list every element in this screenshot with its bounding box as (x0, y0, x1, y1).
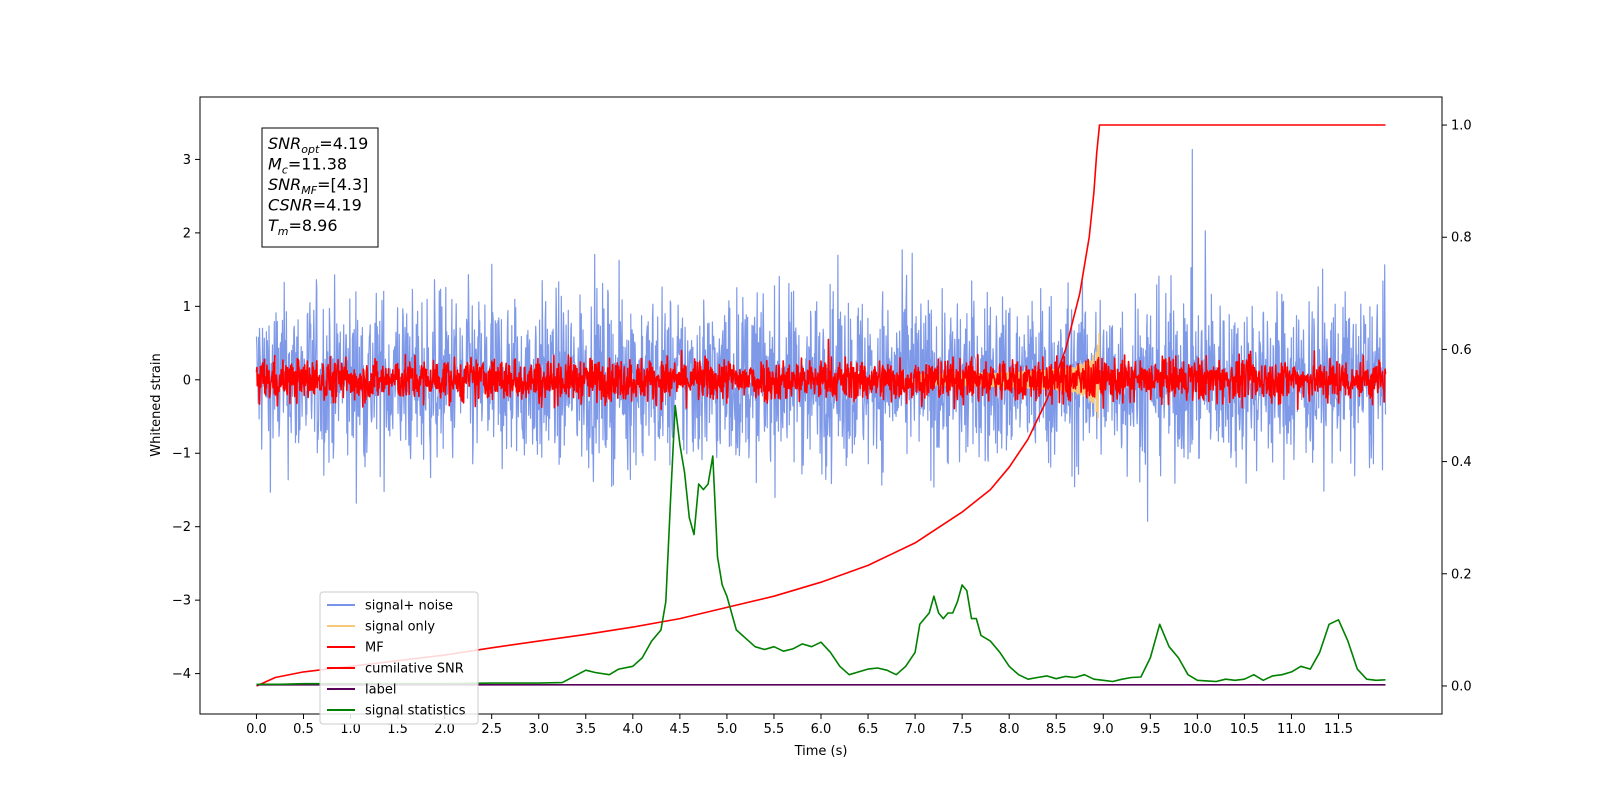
x-tick-label: 4.5 (670, 722, 691, 737)
y-axis-left-ticks: 3 2 1 0 −1 −2 −3 −4 (172, 153, 200, 682)
x-axis-ticks: 0.0 0.5 1.0 1.5 2.0 2.5 3.0 3.5 4.0 4.5 5.0 5.5 6.0 6… (246, 714, 1353, 737)
y-right-tick-label: 0.0 (1451, 679, 1472, 694)
legend-frame (319, 591, 479, 725)
annotation-box: SNRopt=4.19Mc=11.38SNRMF=[4.3]CSNR=4.19T… (261, 127, 379, 248)
series-line-signal-statistics (256, 404, 1386, 686)
x-tick-label: 6.5 (858, 722, 879, 737)
x-tick-label: 0.0 (246, 722, 267, 737)
y-axis-right-ticks: 1.0 0.8 0.6 0.4 0.2 0.0 (1442, 119, 1472, 694)
x-axis-label: Time (s) (794, 744, 848, 759)
x-tick-label: 9.5 (1140, 722, 1161, 737)
y-left-tick-label: −1 (172, 447, 191, 462)
x-tick-label: 11.5 (1324, 722, 1353, 737)
x-tick-label: 8.5 (1046, 722, 1067, 737)
legend-label-label: label (365, 683, 396, 698)
legend-label-signal-noise: signal+ noise (365, 599, 453, 614)
x-tick-label: 11.0 (1277, 722, 1306, 737)
x-tick-label: 10.0 (1183, 722, 1212, 737)
legend-label-mf: MF (365, 641, 384, 656)
y-left-tick-label: 2 (183, 226, 191, 241)
annotation-line: SNRopt=4.19 (268, 134, 368, 156)
x-tick-label: 6.0 (811, 722, 832, 737)
y-left-tick-label: −3 (172, 594, 191, 609)
annotation-line: Mc=11.38 (268, 155, 347, 177)
x-tick-label: 10.5 (1230, 722, 1259, 737)
x-tick-label: 5.0 (717, 722, 738, 737)
series-line-mf (255, 338, 1387, 410)
y-left-tick-label: 1 (183, 300, 191, 315)
annotation-line: CSNR=4.19 (268, 196, 362, 215)
legend-label-cumilative-snr: cumilative SNR (365, 662, 464, 677)
y-left-tick-label: 3 (183, 153, 191, 168)
x-tick-label: 2.5 (481, 722, 502, 737)
x-tick-label: 3.0 (528, 722, 549, 737)
y-left-tick-label: 0 (183, 373, 191, 388)
x-tick-label: 1.0 (340, 722, 361, 737)
y-right-tick-label: 0.4 (1451, 455, 1472, 470)
y-right-tick-label: 0.8 (1451, 231, 1472, 246)
y-right-tick-label: 0.6 (1451, 343, 1472, 358)
x-tick-label: 3.5 (575, 722, 596, 737)
x-tick-label: 7.5 (952, 722, 973, 737)
x-tick-label: 7.0 (905, 722, 926, 737)
x-tick-label: 0.5 (293, 722, 314, 737)
series-line-signal-noise (255, 148, 1387, 522)
x-tick-label: 4.0 (622, 722, 643, 737)
x-tick-label: 5.5 (764, 722, 785, 737)
y-right-tick-label: 0.2 (1451, 567, 1472, 582)
x-tick-label: 1.5 (387, 722, 408, 737)
legend: signal+ noise signal only MF cumilative SNR… (319, 591, 479, 725)
y-right-tick-label: 1.0 (1451, 119, 1472, 134)
y-axis-label: Whitened strain (149, 353, 164, 456)
y-left-tick-label: −4 (172, 667, 191, 682)
x-tick-label: 9.0 (1093, 722, 1114, 737)
y-left-tick-label: −2 (172, 520, 191, 535)
annotation-frame (261, 127, 379, 248)
legend-label-signal-only: signal only (365, 620, 435, 635)
legend-label-signal-statistics: signal statistics (365, 704, 466, 719)
annotation-line: Tm=8.96 (268, 216, 338, 238)
x-tick-label: 2.0 (434, 722, 455, 737)
annotation-line: SNRMF=[4.3] (268, 175, 368, 197)
x-tick-label: 8.0 (999, 722, 1020, 737)
